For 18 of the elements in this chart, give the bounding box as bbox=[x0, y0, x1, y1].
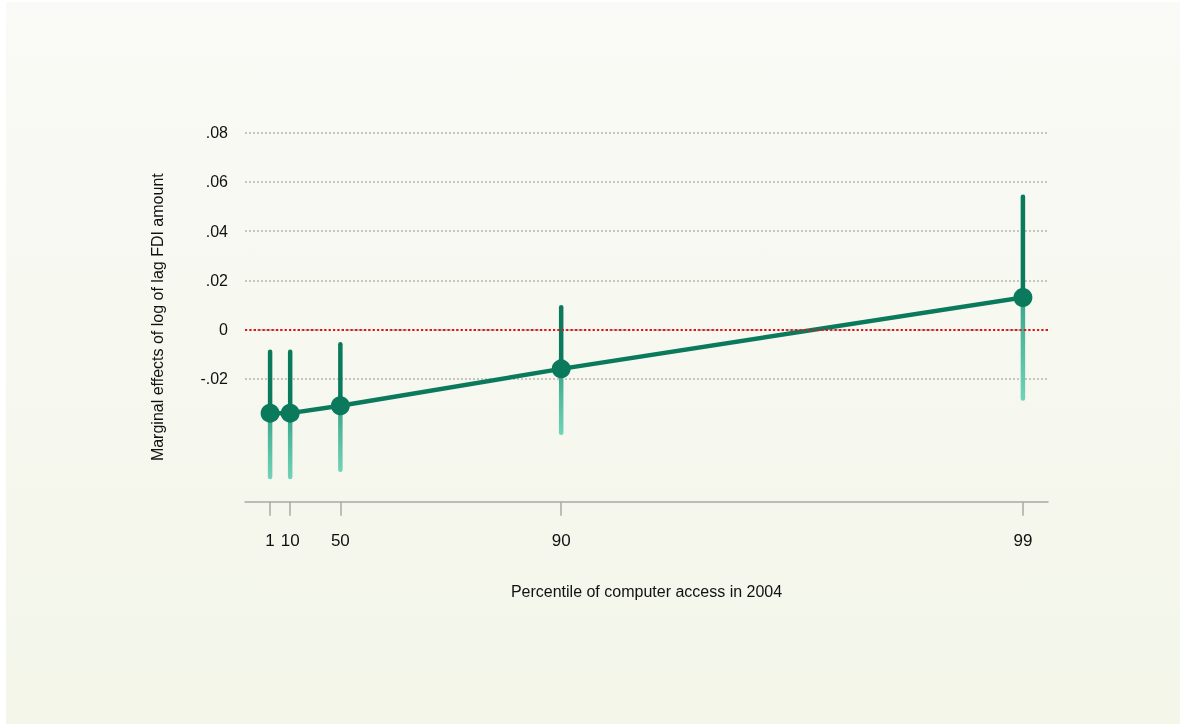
y-tick-label: 0 bbox=[219, 321, 229, 338]
x-axis-title: Percentile of computer access in 2004 bbox=[510, 583, 783, 601]
x-tick-label: 50 bbox=[330, 530, 350, 550]
x-tick-label: 1 bbox=[265, 530, 275, 550]
y-tick-label: .02 bbox=[205, 271, 229, 289]
point bbox=[551, 359, 571, 379]
y-tick-label: .08 bbox=[205, 124, 229, 142]
y-tick-label: .06 bbox=[205, 173, 229, 191]
x-tick-label: 10 bbox=[280, 530, 300, 550]
point bbox=[280, 403, 300, 423]
x-tick-label: 99 bbox=[1013, 530, 1033, 550]
point bbox=[260, 403, 280, 423]
point bbox=[330, 396, 350, 416]
y-tick-label: .04 bbox=[205, 222, 229, 240]
point bbox=[1013, 288, 1033, 308]
x-tick-label: 90 bbox=[551, 530, 571, 550]
y-tick-label: -.02 bbox=[200, 370, 229, 388]
y-axis-title: Marginal effects of log of lag FDI amount bbox=[148, 172, 166, 462]
